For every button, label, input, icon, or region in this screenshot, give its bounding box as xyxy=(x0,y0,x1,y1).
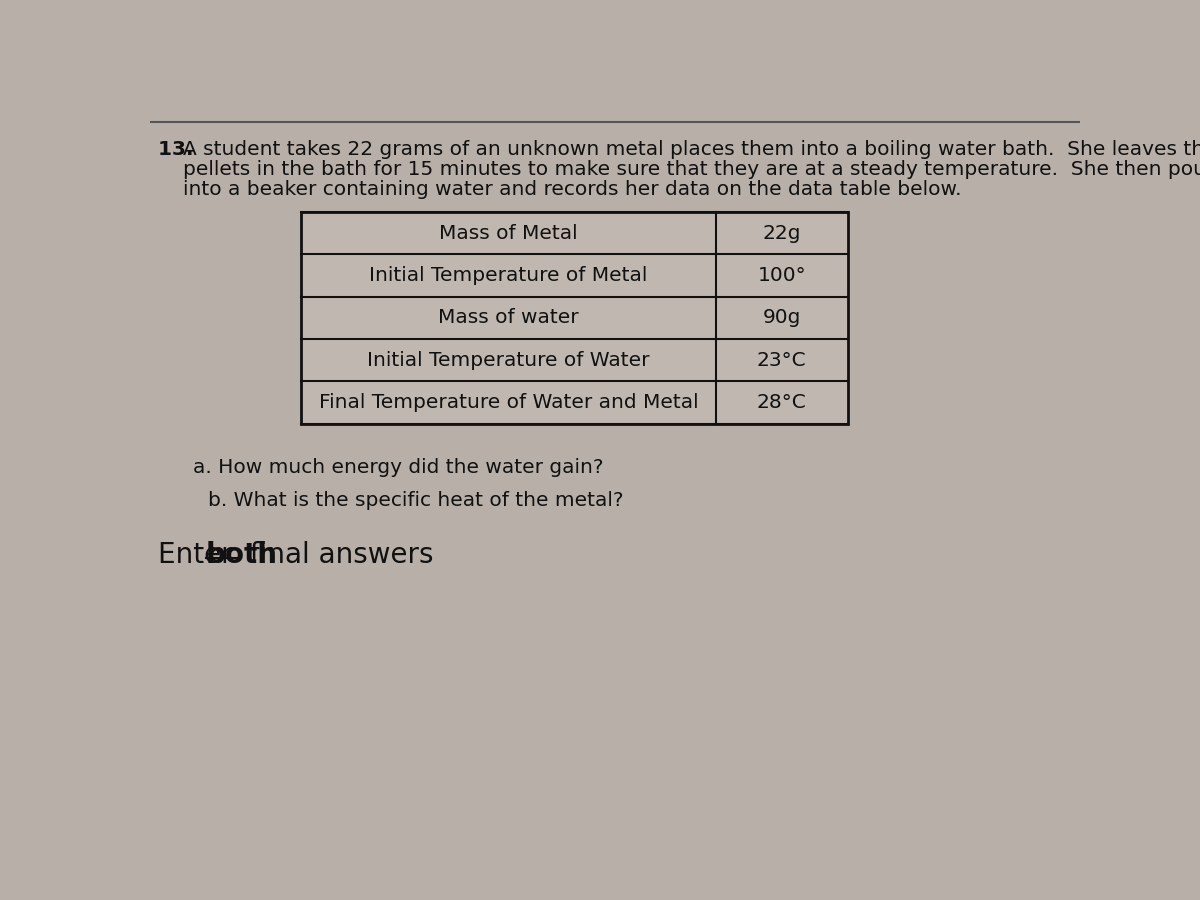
Text: Enter: Enter xyxy=(157,541,241,569)
Text: 13.: 13. xyxy=(157,140,200,159)
Text: 100°: 100° xyxy=(757,266,806,285)
Text: Initial Temperature of Metal: Initial Temperature of Metal xyxy=(370,266,648,285)
Text: a. How much energy did the water gain?: a. How much energy did the water gain? xyxy=(193,458,604,477)
Text: b. What is the specific heat of the metal?: b. What is the specific heat of the meta… xyxy=(208,491,624,509)
Text: 90g: 90g xyxy=(762,309,800,328)
Bar xyxy=(301,212,847,424)
Text: Mass of Metal: Mass of Metal xyxy=(439,223,577,243)
Text: 28°C: 28°C xyxy=(757,393,806,412)
Text: both: both xyxy=(206,541,278,569)
Text: Mass of water: Mass of water xyxy=(438,309,578,328)
Bar xyxy=(301,212,847,424)
Text: A student takes 22 grams of an unknown metal places them into a boiling water ba: A student takes 22 grams of an unknown m… xyxy=(182,140,1200,159)
Text: 22g: 22g xyxy=(762,223,800,243)
Text: Final Temperature of Water and Metal: Final Temperature of Water and Metal xyxy=(319,393,698,412)
Text: final answers: final answers xyxy=(241,541,434,569)
Text: into a beaker containing water and records her data on the data table below.: into a beaker containing water and recor… xyxy=(182,180,961,200)
Text: 23°C: 23°C xyxy=(757,351,806,370)
Text: pellets in the bath for 15 minutes to make sure that they are at a steady temper: pellets in the bath for 15 minutes to ma… xyxy=(182,160,1200,179)
Text: Initial Temperature of Water: Initial Temperature of Water xyxy=(367,351,649,370)
